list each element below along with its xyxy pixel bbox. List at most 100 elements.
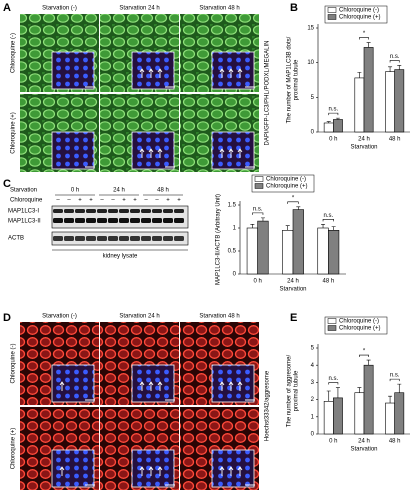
legend-swatch bbox=[327, 14, 337, 20]
panel-letter: E bbox=[290, 312, 297, 324]
y-tick-label: 5 bbox=[311, 346, 315, 352]
arrow bbox=[219, 381, 225, 391]
row-label: Chloroquine (-) bbox=[11, 343, 17, 383]
panel-letter: A bbox=[3, 2, 11, 14]
y-axis-label: MAP1LC3-II/ACTB (Arbitrary Unit) bbox=[216, 194, 222, 285]
y-tick-label: 10 bbox=[307, 60, 314, 66]
error-bar bbox=[357, 387, 362, 393]
inset bbox=[51, 131, 95, 170]
significance-bracket bbox=[328, 382, 339, 385]
bar bbox=[385, 402, 395, 435]
arrow bbox=[228, 68, 234, 78]
legend-swatch bbox=[254, 176, 264, 182]
blot-sign: + bbox=[89, 198, 93, 204]
inset bbox=[211, 449, 255, 488]
arrow bbox=[148, 148, 154, 158]
error-bar bbox=[326, 121, 331, 123]
x-tick-label: 0 h bbox=[329, 137, 337, 143]
panel-letter: C bbox=[3, 178, 11, 190]
arrow bbox=[139, 148, 145, 158]
blot-band-label: MAP1LC3-II bbox=[8, 219, 41, 225]
y-tick-label: 0.5 bbox=[228, 249, 237, 255]
bar bbox=[246, 227, 258, 275]
legend-swatch bbox=[327, 7, 337, 13]
error-bar bbox=[335, 387, 340, 398]
blot-sign: – bbox=[100, 198, 104, 204]
error-bar bbox=[388, 395, 393, 404]
row-label: Chloroquine (-) bbox=[11, 33, 17, 73]
bar bbox=[394, 392, 405, 435]
bar bbox=[328, 230, 340, 275]
blot-sign: + bbox=[166, 198, 170, 204]
x-axis-label: Starvation bbox=[279, 287, 306, 293]
significance-bracket bbox=[252, 212, 264, 215]
blot-band bbox=[97, 218, 107, 223]
x-tick-label: 0 h bbox=[253, 279, 261, 285]
y-tick-label: 0 bbox=[311, 130, 315, 136]
column-header: Starvation (-) bbox=[42, 314, 77, 320]
arrow bbox=[59, 466, 65, 476]
blot-band bbox=[130, 209, 140, 213]
blot-band bbox=[119, 209, 129, 213]
significance-bracket bbox=[359, 37, 369, 40]
arrow bbox=[148, 68, 154, 78]
arrow bbox=[237, 466, 243, 476]
stain-label: Hoechst33342/aggresome bbox=[265, 370, 271, 441]
bar bbox=[323, 401, 334, 435]
blot-label: Starvation bbox=[10, 188, 37, 194]
y-tick-label: 15 bbox=[307, 26, 314, 32]
error-bar bbox=[331, 226, 336, 231]
blot-band bbox=[174, 218, 184, 223]
bar bbox=[354, 77, 365, 133]
bar bbox=[354, 392, 365, 435]
arrow bbox=[228, 148, 234, 158]
bar bbox=[282, 230, 294, 275]
annotation: * bbox=[292, 195, 295, 201]
blot-sign: – bbox=[155, 198, 159, 204]
blot-band bbox=[152, 236, 162, 241]
blot-band bbox=[141, 218, 151, 223]
blot-time: 0 h bbox=[71, 188, 79, 194]
legend-box bbox=[251, 174, 315, 193]
blot-band bbox=[97, 236, 107, 241]
y-tick-label: 4 bbox=[311, 363, 315, 369]
inset bbox=[131, 449, 175, 488]
arrow bbox=[157, 466, 163, 476]
annotation: n.s. bbox=[390, 54, 400, 60]
error-bar bbox=[260, 217, 265, 222]
y-tick-label: 1.5 bbox=[228, 203, 237, 209]
legend-box bbox=[324, 5, 388, 24]
blot-time: 24 h bbox=[113, 188, 125, 194]
x-tick-label: 48 h bbox=[389, 439, 401, 445]
blot-band-label: ACTB bbox=[8, 236, 24, 242]
blot-sign: + bbox=[177, 198, 181, 204]
blot-band bbox=[53, 209, 63, 213]
legend-swatch bbox=[327, 318, 337, 324]
blot-band bbox=[75, 209, 85, 213]
significance-bracket bbox=[322, 219, 334, 222]
x-tick-label: 48 h bbox=[322, 279, 334, 285]
bar bbox=[385, 71, 395, 133]
panel-letter: B bbox=[290, 2, 298, 14]
blot-band bbox=[86, 218, 96, 223]
legend-swatch bbox=[254, 183, 264, 189]
legend-label: Chloroquine (+) bbox=[339, 326, 381, 332]
column-header: Starvation 48 h bbox=[199, 6, 239, 12]
blot-band bbox=[108, 209, 118, 213]
x-axis-label: Starvation bbox=[350, 145, 377, 151]
bar bbox=[292, 209, 304, 275]
blot-sign: + bbox=[122, 198, 126, 204]
blot-band-label: MAP1LC3-I bbox=[8, 209, 39, 215]
blot-band bbox=[152, 218, 162, 223]
blot-band bbox=[174, 236, 184, 241]
arrow bbox=[228, 466, 234, 476]
legend-label: Chloroquine (-) bbox=[339, 319, 379, 325]
blot-band bbox=[86, 236, 96, 241]
arrow bbox=[157, 68, 163, 78]
y-tick-label: 3 bbox=[311, 380, 315, 386]
bar bbox=[363, 47, 374, 133]
x-tick-label: 24 h bbox=[287, 279, 299, 285]
column-header: Starvation 24 h bbox=[119, 6, 159, 12]
arrow bbox=[148, 381, 154, 391]
